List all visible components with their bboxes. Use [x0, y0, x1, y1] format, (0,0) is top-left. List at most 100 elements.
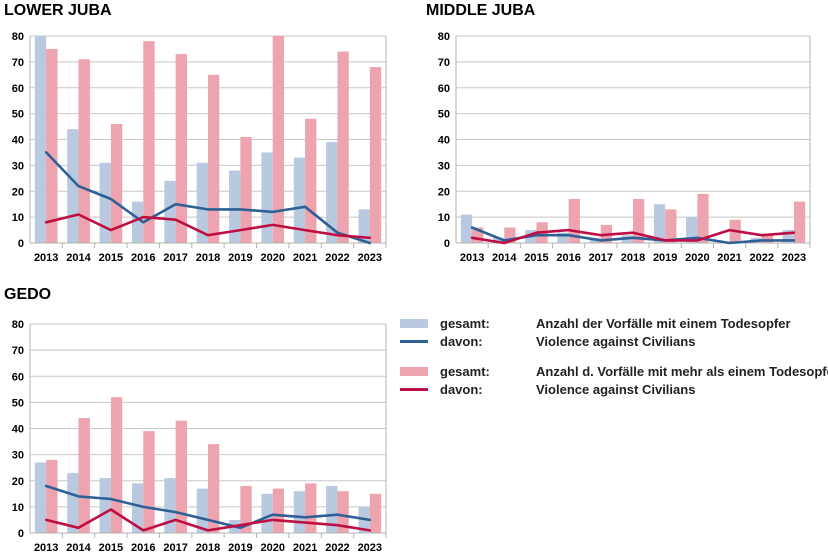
legend-swatch-single-total — [400, 318, 428, 328]
bar-single-gedo-2022 — [326, 485, 338, 533]
y-tick-label-gedo: 30 — [12, 450, 24, 462]
legend-prefix: gesamt: — [440, 315, 490, 331]
y-tick-label-middle-juba: 70 — [438, 57, 450, 69]
x-tick-label-lower-juba: 2019 — [228, 252, 252, 264]
line-multi-civilians-lower-juba — [44, 213, 372, 240]
x-tick-label-lower-juba: 2023 — [358, 252, 382, 264]
line-multi-civilians-gedo — [44, 508, 372, 532]
chart-title-middle-juba: MIDDLE JUBA — [426, 2, 536, 19]
legend-swatch-multi-total — [400, 366, 428, 376]
bar-multi-lower-juba-2018 — [208, 74, 220, 243]
bar-single-lower-juba-2013 — [34, 36, 47, 243]
bar-single-gedo-2016 — [131, 483, 144, 533]
bar-multi-gedo-2015 — [110, 397, 123, 533]
x-tick-label-lower-juba: 2014 — [66, 252, 91, 264]
legend-label: Violence against Civilians — [536, 333, 696, 349]
legend-item-multi-civilians: davon: Violence against Civilians — [400, 380, 695, 398]
y-tick-label-gedo: 40 — [12, 424, 24, 436]
bar-single-middle-juba-2013 — [460, 214, 473, 243]
x-tick-label-gedo: 2020 — [260, 542, 284, 554]
y-tick-label-gedo: 80 — [12, 319, 24, 331]
x-tick-label-gedo: 2019 — [228, 542, 252, 554]
bar-single-lower-juba-2016 — [131, 201, 144, 243]
x-tick-label-middle-juba: 2022 — [749, 252, 773, 264]
y-tick-label-middle-juba: 60 — [438, 83, 450, 95]
bar-multi-gedo-2020 — [272, 488, 285, 533]
x-tick-label-middle-juba: 2015 — [524, 252, 548, 264]
x-tick-label-middle-juba: 2013 — [460, 252, 484, 264]
x-tick-label-gedo: 2017 — [163, 542, 187, 554]
y-tick-label-lower-juba: 70 — [12, 57, 24, 69]
bar-multi-gedo-2014 — [78, 418, 90, 533]
x-tick-label-gedo: 2022 — [325, 542, 349, 554]
x-tick-label-lower-juba: 2016 — [131, 252, 155, 264]
bar-single-gedo-2013 — [34, 462, 47, 533]
bar-multi-lower-juba-2020 — [272, 36, 285, 243]
y-tick-label-middle-juba: 20 — [438, 186, 450, 198]
chart-middle-juba: MIDDLE JUBA 0 10 20 30 40 50 60 70 80 2013 2014 201… — [410, 0, 828, 270]
bar-multi-lower-juba-2015 — [110, 123, 123, 243]
bar-multi-lower-juba-2023 — [369, 67, 382, 243]
bar-single-lower-juba-2023 — [358, 209, 370, 243]
bar-multi-gedo-2023 — [369, 493, 382, 533]
x-tick-label-lower-juba: 2015 — [99, 252, 123, 264]
bar-multi-lower-juba-2017 — [175, 54, 187, 243]
x-tick-label-gedo: 2015 — [99, 542, 123, 554]
bar-multi-lower-juba-2016 — [143, 41, 155, 243]
x-tick-label-gedo: 2016 — [131, 542, 155, 554]
legend-label: Violence against Civilians — [536, 381, 696, 397]
bar-multi-gedo-2022 — [337, 491, 349, 533]
bar-multi-gedo-2013 — [46, 459, 58, 533]
bar-multi-middle-juba-2013 — [472, 227, 484, 243]
y-tick-label-lower-juba: 30 — [12, 160, 24, 172]
y-tick-label-lower-juba: 40 — [12, 135, 24, 147]
y-tick-label-gedo: 0 — [18, 528, 24, 540]
legend-item-single-total: gesamt: Anzahl der Vorfälle mit einem To… — [400, 314, 791, 332]
x-tick-label-middle-juba: 2021 — [717, 252, 741, 264]
line-single-civilians-gedo — [44, 484, 372, 530]
y-tick-label-lower-juba: 10 — [12, 212, 24, 224]
bar-multi-gedo-2017 — [175, 420, 187, 533]
y-tick-label-middle-juba: 0 — [444, 238, 450, 250]
bar-multi-lower-juba-2021 — [305, 118, 317, 243]
legend-line-single-civilians — [400, 339, 428, 343]
legend-label: Anzahl der Vorfälle mit einem Todesopfer — [536, 315, 791, 331]
x-tick-label-lower-juba: 2013 — [34, 252, 58, 264]
bar-single-gedo-2020 — [261, 493, 273, 533]
x-tick-label-gedo: 2013 — [34, 542, 58, 554]
chart-plot-middle-juba: 0 10 20 30 40 50 60 70 80 2013 2014 2015 2016 2017 201… — [438, 31, 811, 264]
bar-multi-lower-juba-2013 — [46, 48, 58, 243]
legend-item-single-civilians: davon: Violence against Civilians — [400, 332, 695, 350]
bar-multi-gedo-2021 — [305, 483, 317, 533]
legend-prefix: davon: — [440, 333, 483, 349]
legend-label: Anzahl d. Vorfälle mit mehr als einem To… — [536, 363, 828, 379]
bar-single-lower-juba-2017 — [164, 180, 176, 243]
bar-single-gedo-2015 — [99, 478, 111, 533]
bar-single-middle-juba-2019 — [653, 204, 666, 243]
bar-multi-lower-juba-2022 — [337, 51, 349, 244]
bar-single-lower-juba-2021 — [293, 157, 306, 243]
y-tick-label-lower-juba: 60 — [12, 83, 24, 95]
chart-legend: gesamt: Anzahl der Vorfälle mit einem To… — [400, 314, 828, 404]
bar-multi-gedo-2018 — [208, 444, 220, 533]
y-tick-label-middle-juba: 50 — [438, 109, 450, 121]
legend-prefix: gesamt: — [440, 363, 490, 379]
chart-title-lower-juba: LOWER JUBA — [4, 2, 112, 19]
bar-single-gedo-2014 — [67, 472, 79, 533]
bar-multi-middle-juba-2023 — [793, 201, 806, 243]
x-tick-label-middle-juba: 2023 — [782, 252, 806, 264]
bar-single-middle-juba-2014 — [493, 237, 505, 243]
bar-single-lower-juba-2014 — [67, 129, 79, 243]
bar-single-gedo-2017 — [164, 478, 176, 533]
legend-item-multi-total: gesamt: Anzahl d. Vorfälle mit mehr als … — [400, 362, 828, 380]
line-single-civilians-lower-juba — [44, 151, 372, 245]
bar-single-lower-juba-2015 — [99, 162, 111, 243]
bar-single-lower-juba-2022 — [326, 142, 338, 243]
bar-single-middle-juba-2016 — [557, 232, 569, 243]
x-tick-label-middle-juba: 2016 — [556, 252, 580, 264]
chart-lower-juba: LOWER JUBA 0 10 20 30 40 50 60 70 80 2013 2014 2015… — [0, 0, 400, 270]
y-tick-label-lower-juba: 50 — [12, 109, 24, 121]
x-tick-label-middle-juba: 2018 — [621, 252, 645, 264]
legend-line-multi-civilians — [400, 387, 428, 391]
line-multi-civilians-middle-juba — [470, 228, 796, 245]
